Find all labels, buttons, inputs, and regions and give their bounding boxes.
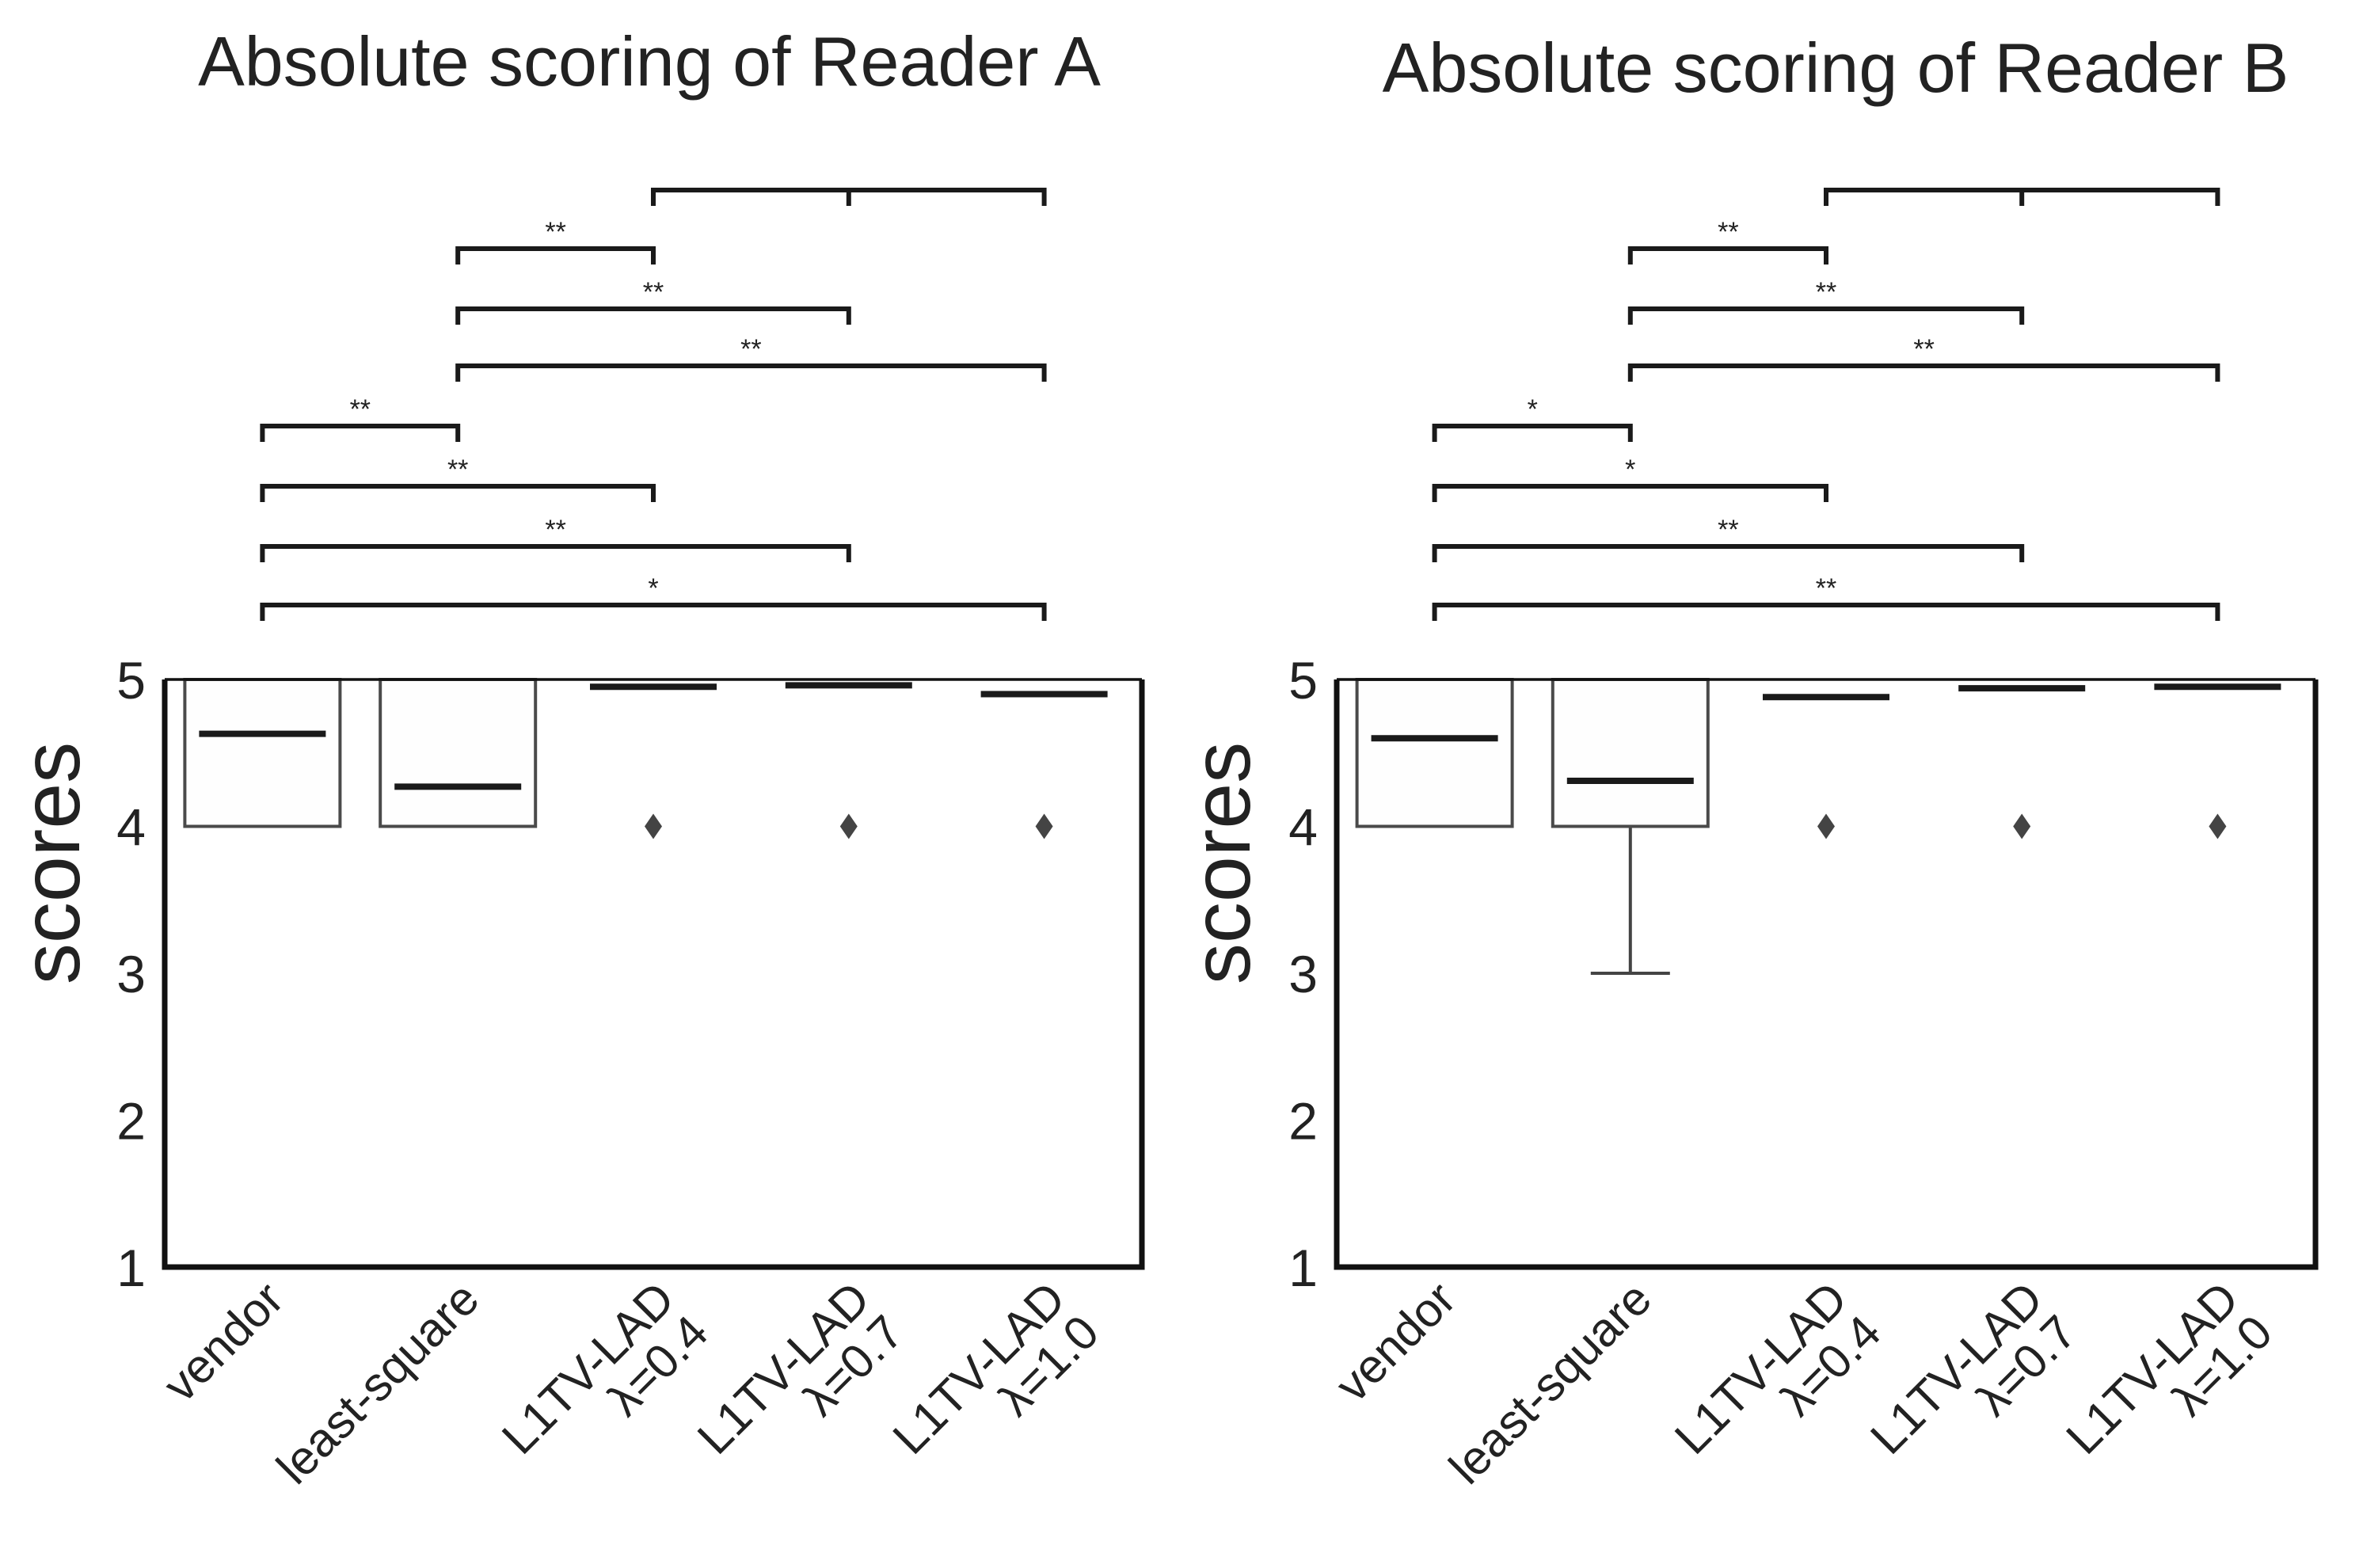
significance-bracket: ** [1631, 277, 2022, 325]
box-rect [380, 679, 535, 827]
significance-bracket: ** [458, 277, 849, 325]
x-tick-label: L1TV-LADλ=1.0 [2056, 1272, 2282, 1498]
y-tick-label: 5 [116, 651, 146, 710]
y-tick-label: 3 [1288, 945, 1318, 1003]
significance-label: * [1625, 455, 1635, 485]
significance-bracket: * [1435, 455, 1826, 502]
box-3 [1958, 688, 2085, 839]
significance-bracket: ** [262, 455, 653, 502]
panel-reader-a: Absolute scoring of Reader A scores 1 2 3 4… [6, 22, 1142, 1498]
chart-title: Absolute scoring of Reader B [1383, 29, 2289, 107]
y-tick-label: 1 [1288, 1239, 1318, 1297]
significance-label: ** [1718, 515, 1738, 545]
y-tick-label: 1 [116, 1239, 146, 1297]
panel-reader-b: Absolute scoring of Reader B scores 1 2 3 4… [1176, 29, 2315, 1498]
outlier-point [840, 814, 858, 839]
box-rect [185, 679, 340, 827]
outlier-point [1036, 814, 1053, 839]
significance-bracket: ** [262, 515, 848, 562]
significance-bracket: ** [1631, 334, 2218, 382]
y-tick-label: 5 [1288, 651, 1318, 710]
box-1 [1553, 679, 1708, 973]
chart-title: Absolute scoring of Reader A [198, 22, 1101, 101]
significance-bracket: ** [262, 394, 458, 442]
box-0 [1357, 679, 1513, 827]
bracket-line [262, 546, 848, 562]
outlier-point [2013, 814, 2030, 839]
significance-label: ** [545, 217, 565, 247]
y-tick-label: 4 [116, 798, 146, 857]
bracket-line [262, 486, 653, 502]
x-tick-label-line: vendor [1326, 1272, 1466, 1412]
significance-bracket: ** [458, 217, 653, 265]
significance-label: ** [1913, 334, 1934, 364]
significance-label: * [648, 573, 658, 603]
significance-bracket: ** [1435, 515, 2022, 562]
y-axis-label: scores [6, 742, 97, 984]
x-tick-label: L1TV-LADλ=0.4 [1665, 1272, 1891, 1498]
bracket-line [458, 309, 849, 325]
y-tick-label: 4 [1288, 798, 1318, 857]
y-tick-label: 2 [1288, 1092, 1318, 1151]
significance-bracket [653, 190, 1045, 206]
bracket-line [1435, 486, 1826, 502]
significance-label: ** [1718, 217, 1738, 247]
bracket-line [262, 605, 1044, 621]
bracket-line [1631, 366, 2218, 382]
significance-bracket [1826, 190, 2217, 206]
x-tick-label-line: least-square [1439, 1272, 1661, 1494]
bracket-line [1435, 426, 1631, 442]
box-rect [1553, 679, 1708, 827]
box-1 [380, 679, 535, 827]
outlier-point [2209, 814, 2226, 839]
y-axis-label: scores [1176, 742, 1268, 984]
x-tick-label: L1TV-LADλ=0.7 [687, 1272, 914, 1498]
x-tick-label: vendor [153, 1272, 293, 1412]
significance-label: ** [350, 394, 371, 424]
x-tick-label: L1TV-LADλ=0.7 [1860, 1272, 2087, 1498]
significance-label: ** [1816, 277, 1836, 307]
significance-label: * [1528, 394, 1538, 424]
box-4 [981, 695, 1108, 839]
significance-label: ** [740, 334, 761, 364]
significance-label: ** [545, 515, 565, 545]
box-rect [1357, 679, 1513, 827]
significance-bracket: * [1435, 394, 1631, 442]
box-0 [185, 679, 340, 827]
significance-bracket: ** [1435, 573, 2218, 621]
bracket-line [1631, 309, 2022, 325]
y-tick-label: 2 [116, 1092, 146, 1151]
box-2 [590, 687, 717, 839]
significance-label: ** [1816, 573, 1836, 603]
x-tick-label: least-square [267, 1272, 489, 1494]
significance-bracket: * [262, 573, 1044, 621]
significance-label: ** [447, 455, 468, 485]
box-3 [786, 685, 912, 839]
bracket-line [1631, 249, 1826, 265]
x-tick-label-line: vendor [153, 1272, 293, 1412]
x-tick-label: L1TV-LADλ=0.4 [492, 1272, 718, 1498]
significance-bracket: ** [458, 334, 1044, 382]
bracket-line [458, 366, 1044, 382]
bracket-line [1435, 546, 2022, 562]
bracket-line [262, 426, 458, 442]
x-tick-label: least-square [1439, 1272, 1661, 1494]
bracket-line [458, 249, 653, 265]
bracket-line [1435, 605, 2218, 621]
significance-bracket: ** [1631, 217, 1826, 265]
box-2 [1763, 697, 1889, 839]
box-4 [2154, 687, 2281, 839]
y-tick-label: 3 [116, 945, 146, 1003]
outlier-point [1817, 814, 1835, 839]
significance-label: ** [643, 277, 664, 307]
outlier-point [645, 814, 662, 839]
x-tick-label-line: least-square [267, 1272, 489, 1494]
x-tick-label: vendor [1326, 1272, 1466, 1412]
x-tick-label: L1TV-LADλ=1.0 [883, 1272, 1109, 1498]
